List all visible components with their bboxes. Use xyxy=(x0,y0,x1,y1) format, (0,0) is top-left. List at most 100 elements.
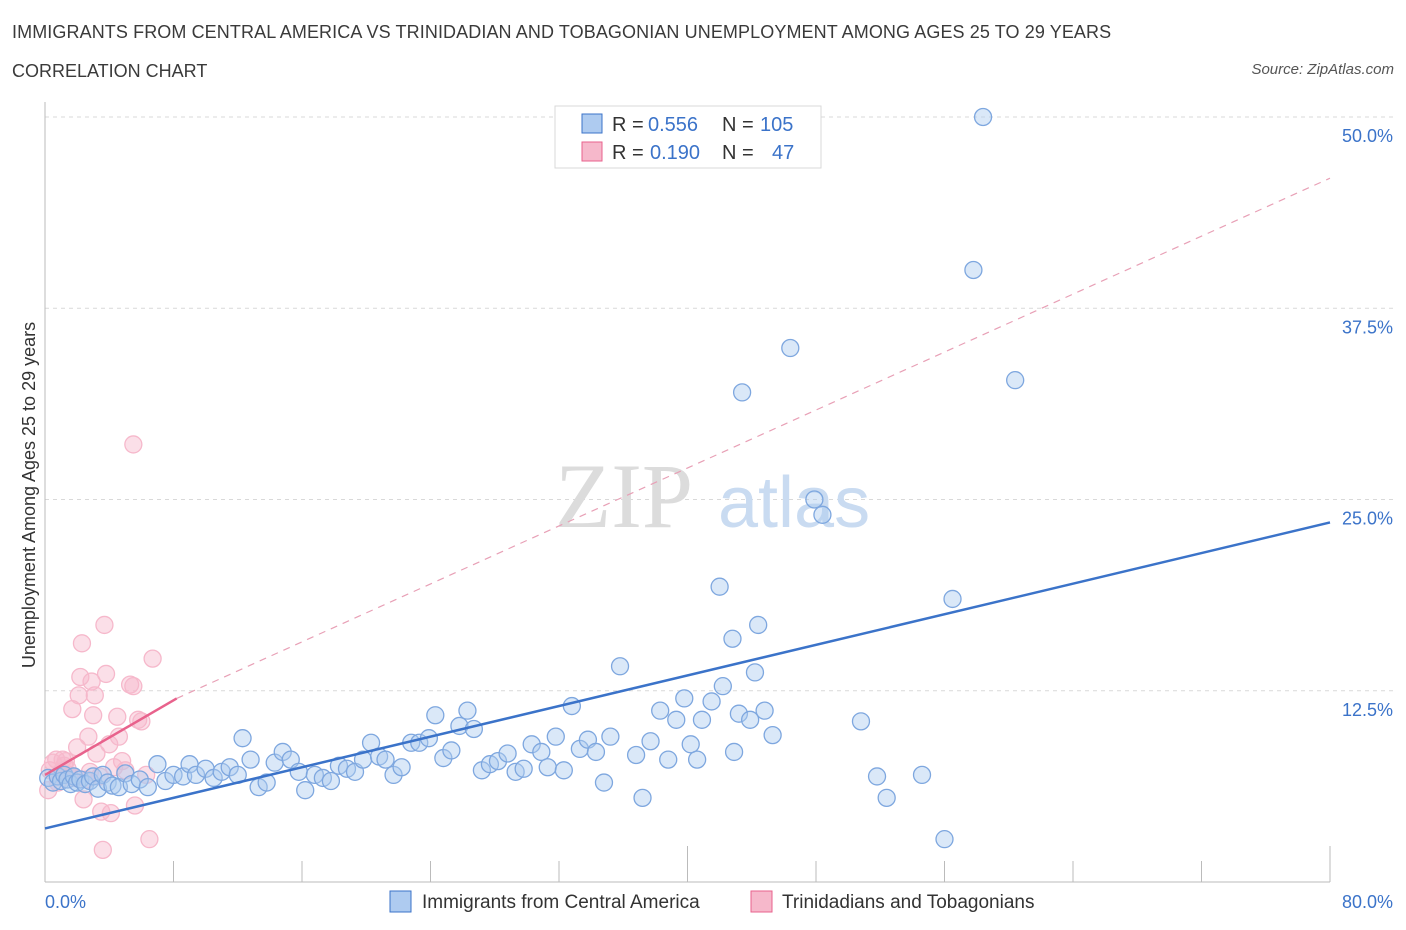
data-point-central-america xyxy=(88,779,108,798)
data-point-trinidadians xyxy=(140,830,159,849)
series-legend: Immigrants from Central America Trinidad… xyxy=(389,890,1034,913)
data-point-central-america xyxy=(1006,371,1025,390)
x-tick-label: 80.0% xyxy=(1342,892,1393,912)
data-point-central-america xyxy=(514,759,533,778)
data-point-trinidadians xyxy=(79,727,98,746)
trend-line-trinidadians xyxy=(44,697,178,776)
data-point-central-america xyxy=(740,710,760,729)
data-point-trinidadians xyxy=(82,672,101,691)
axes xyxy=(44,102,1331,883)
data-point-central-america xyxy=(713,677,732,696)
data-point-central-america xyxy=(851,712,871,731)
legend-r-value-1: 0.556 xyxy=(648,114,698,136)
data-point-central-america xyxy=(594,773,614,792)
legend-swatch-pink xyxy=(581,141,603,162)
data-point-central-america xyxy=(186,765,206,785)
chart-title: IMMIGRANTS FROM CENTRAL AMERICA VS TRINI… xyxy=(12,22,1112,42)
tick-labels: 12.5% 25.0% 37.5% 50.0% 0.0% 80.0% xyxy=(45,126,1393,912)
y-tick-label: 50.0% xyxy=(1342,126,1393,146)
watermark-zip: ZIP xyxy=(555,445,693,547)
data-point-trinidadians xyxy=(93,840,112,860)
data-point-central-america xyxy=(659,750,678,769)
data-point-central-america xyxy=(681,735,700,754)
watermark: ZIP atlas xyxy=(555,445,870,547)
x-tick-label: 0.0% xyxy=(45,892,86,912)
data-point-central-america xyxy=(296,781,315,800)
data-point-trinidadians xyxy=(84,706,103,725)
data-point-central-america xyxy=(586,742,606,762)
data-point-central-america xyxy=(532,742,551,762)
watermark-atlas: atlas xyxy=(718,463,870,543)
data-point-central-america xyxy=(745,663,765,682)
data-point-central-america xyxy=(633,788,652,807)
data-point-central-america xyxy=(749,615,768,635)
data-point-central-america xyxy=(376,750,395,769)
data-point-central-america xyxy=(651,701,670,720)
data-point-central-america xyxy=(392,758,411,777)
legend-r-value-2: 0.190 xyxy=(650,142,700,164)
data-point-central-america xyxy=(601,727,620,746)
y-axis-label: Unemployment Among Ages 25 to 29 years xyxy=(19,322,39,668)
data-point-central-america xyxy=(610,657,630,676)
data-point-central-america xyxy=(546,727,565,746)
data-point-central-america xyxy=(763,725,782,745)
data-point-central-america xyxy=(626,745,646,765)
data-point-trinidadians xyxy=(74,790,93,809)
y-tick-label: 12.5% xyxy=(1342,700,1393,720)
correlation-legend: R = 0.556 N = 105 R = 0.190 N = 47 xyxy=(554,105,822,169)
data-point-central-america xyxy=(442,741,461,760)
data-point-central-america xyxy=(813,505,832,524)
legend-label-trinidadians: Trinidadians and Tobagonians xyxy=(782,892,1034,913)
data-point-central-america xyxy=(241,750,260,769)
legend-swatch-trinidadians xyxy=(750,890,773,913)
legend-r-label-2: R = xyxy=(612,142,644,164)
data-point-central-america xyxy=(554,761,573,780)
data-point-central-america xyxy=(781,338,800,358)
trend-line-central-america xyxy=(44,521,1331,830)
data-point-central-america xyxy=(562,696,581,716)
data-point-central-america xyxy=(148,755,167,774)
legend-n-value-1: 105 xyxy=(760,114,793,136)
data-point-central-america xyxy=(522,735,541,754)
data-point-central-america xyxy=(935,830,954,849)
data-point-trinidadians xyxy=(85,686,104,705)
data-point-central-america xyxy=(667,710,686,729)
legend-swatch-blue xyxy=(581,113,603,134)
data-point-trinidadians xyxy=(95,615,114,635)
legend-n-label-1: N = xyxy=(722,114,754,136)
data-point-trinidadians xyxy=(72,634,92,653)
data-point-trinidadians xyxy=(124,677,143,696)
data-point-central-america xyxy=(687,750,707,769)
data-point-central-america xyxy=(724,742,744,762)
data-point-central-america xyxy=(702,692,721,711)
data-point-central-america xyxy=(692,710,712,729)
data-point-trinidadians xyxy=(71,667,90,687)
data-point-central-america xyxy=(321,771,341,791)
data-point-trinidadians xyxy=(143,649,162,668)
data-point-central-america xyxy=(867,767,887,786)
trend-lines xyxy=(44,177,1331,830)
data-point-central-america xyxy=(723,629,742,648)
trend-line-trinidadians-extended xyxy=(176,177,1331,699)
legend-r-label-1: R = xyxy=(612,114,644,136)
legend-label-central-america: Immigrants from Central America xyxy=(422,892,700,913)
gridlines xyxy=(45,116,1395,692)
data-point-central-america xyxy=(729,704,749,723)
data-point-central-america xyxy=(710,577,729,596)
y-tick-label: 37.5% xyxy=(1342,317,1393,337)
source-credit: Source: ZipAtlas.com xyxy=(1251,61,1394,78)
y-tick-label: 25.0% xyxy=(1342,509,1393,529)
data-point-central-america xyxy=(488,751,508,771)
data-point-central-america xyxy=(973,107,993,127)
data-point-central-america xyxy=(675,689,694,708)
series-central-america-points xyxy=(39,107,1025,849)
data-point-central-america xyxy=(805,490,824,509)
data-point-central-america xyxy=(103,776,122,795)
legend-n-label-2: N = xyxy=(722,142,754,164)
data-point-central-america xyxy=(943,589,962,609)
data-point-central-america xyxy=(755,701,774,720)
data-point-trinidadians xyxy=(96,664,116,684)
data-point-central-america xyxy=(912,765,932,785)
data-point-trinidadians xyxy=(108,707,127,726)
